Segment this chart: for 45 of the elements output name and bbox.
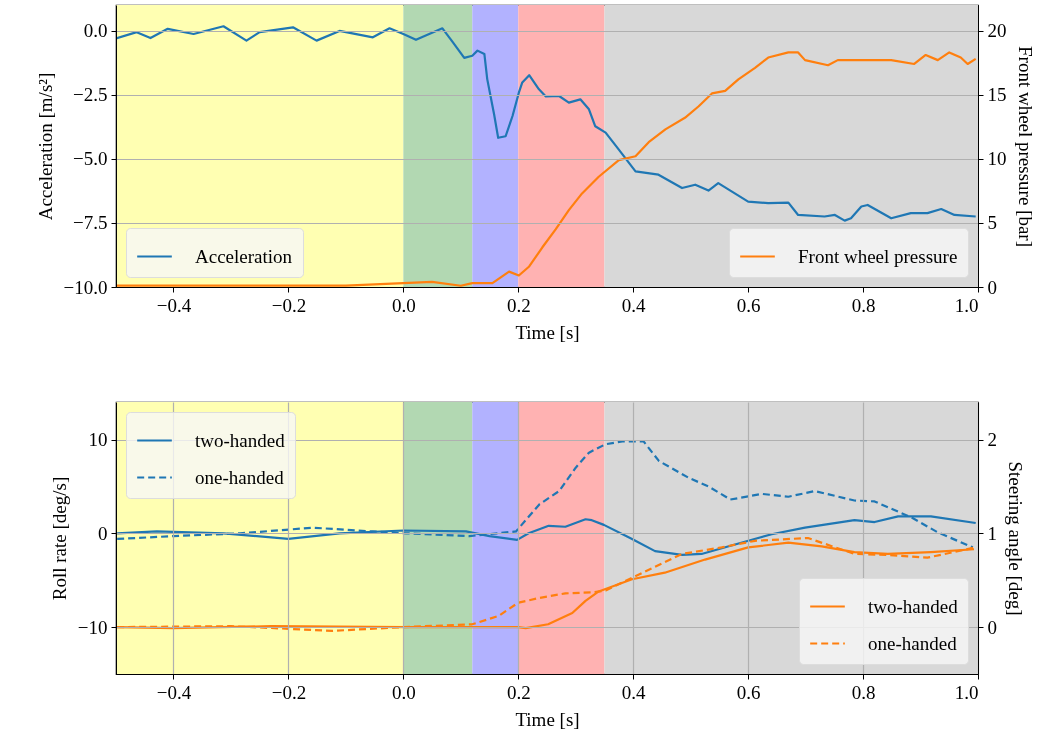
x-tick-label: −0.2 [271,681,307,703]
y-tick-label: −10 [77,616,108,638]
legend-label: Front wheel pressure [798,245,958,267]
x-tick-label: 0.2 [506,294,531,316]
x-tick-label: 1.0 [954,681,979,703]
x-tick-label: 0.0 [391,294,416,316]
legend-label: one-handed [868,632,958,654]
line-series [116,25,977,222]
y2-tick-label: 1 [987,522,997,544]
legend-label: Acceleration [195,245,293,267]
y2-tick-label: 0 [987,276,997,298]
legend-label: two-handed [868,595,959,617]
legend-label: two-handed [195,429,286,451]
y-tick-label: −5.0 [73,148,108,170]
y-tick-label: 0.0 [83,20,108,42]
x-axis-title: Time [s] [515,708,580,730]
x-tick-label: 0.8 [851,294,876,316]
y-tick-label: −7.5 [73,212,108,234]
legend-label: one-handed [195,466,285,488]
y2-tick-label: 5 [987,212,997,234]
x-tick-label: −0.4 [156,681,192,703]
y-axis-title: Roll rate [deg/s] [48,476,70,601]
y-axis-title: Acceleration [m/s²] [34,72,56,221]
x-tick-label: −0.4 [156,294,192,316]
y2-tick-label: 20 [987,20,1007,42]
x-tick-label: 0.6 [736,294,761,316]
y-tick-label: 10 [88,429,108,451]
x-tick-label: −0.2 [271,294,307,316]
y-tick-label: −2.5 [73,84,108,106]
x-tick-label: 1.0 [954,294,979,316]
x-axis-title: Time [s] [515,321,580,343]
y2-axis-title: Front wheel pressure [bar] [1014,45,1036,248]
x-tick-label: 0.6 [736,681,761,703]
y-tick-label: −10.0 [63,276,108,298]
x-tick-label: 0.8 [851,681,876,703]
y2-axis-title: Steering angle [deg] [1005,461,1026,616]
x-tick-label: 0.0 [391,681,416,703]
x-tick-label: 0.2 [506,681,531,703]
y2-tick-label: 2 [987,429,997,451]
y2-tick-label: 10 [987,148,1007,170]
y-tick-label: 0 [98,522,108,544]
y2-tick-label: 15 [987,84,1007,106]
x-tick-label: 0.4 [621,294,647,316]
x-tick-label: 0.4 [621,681,647,703]
y2-tick-label: 0 [987,616,997,638]
